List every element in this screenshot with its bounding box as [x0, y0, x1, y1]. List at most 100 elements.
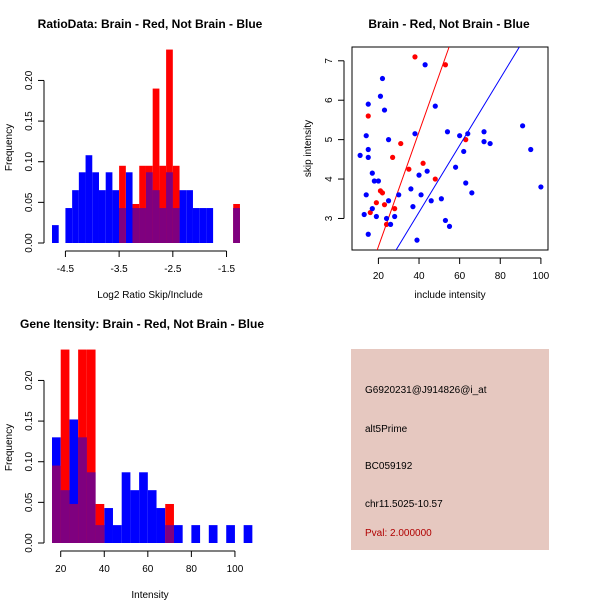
not-brain-bar [69, 419, 79, 543]
not-brain-bar [130, 490, 140, 543]
brain-point [373, 200, 379, 206]
not-brain-bar [147, 490, 157, 543]
brain-point [398, 140, 404, 147]
not-brain-point [381, 107, 388, 113]
not-brain-point [357, 152, 363, 158]
not-brain-bar [173, 525, 183, 543]
not-brain-point [412, 131, 418, 137]
not-brain-point [361, 211, 367, 218]
x-tick-label: -2.5 [164, 264, 182, 275]
x-tick-label: 100 [227, 564, 244, 575]
y-tick-label: 0.10 [24, 452, 35, 472]
not-brain-point [383, 215, 390, 222]
not-brain-bar [191, 525, 201, 543]
y-axis-label: skip intensity [303, 120, 314, 177]
y-axis-label: Frequency [4, 124, 15, 171]
not-brain-point [408, 186, 414, 192]
not-brain-bar [186, 190, 193, 243]
not-brain-point [365, 154, 371, 160]
not-brain-bar [125, 172, 133, 243]
probe-id-text: G6920231@J914826@i_at [365, 385, 487, 396]
brain-point [379, 190, 386, 196]
y-tick-label: 7 [324, 58, 335, 64]
x-tick-label: 80 [186, 564, 198, 575]
brain-point [432, 176, 438, 182]
y-tick-label: 0.00 [24, 533, 35, 553]
overlap-bar [52, 465, 61, 543]
y-tick-label: 0.10 [24, 152, 35, 172]
not-brain-point [392, 213, 398, 220]
brain-bar [166, 49, 173, 243]
overlap-bar [145, 172, 153, 243]
probe-info-panel: G6920231@J914826@i_at alt5Prime BC059192… [351, 349, 549, 550]
not-brain-bar [112, 525, 122, 543]
not-brain-fit-line [395, 46, 520, 251]
accession-text: BC059192 [365, 461, 413, 472]
x-tick-label: 80 [495, 271, 507, 282]
y-tick-label: 0.20 [24, 70, 35, 90]
brain-point [367, 209, 373, 216]
y-tick-label: 3 [324, 215, 335, 221]
gene-intensity-histogram: Gene Itensity: Brain - Red, Not Brain - … [4, 317, 264, 600]
not-brain-point [373, 213, 379, 220]
overlap-bar [233, 208, 240, 243]
overlap-bar [139, 208, 146, 243]
not-brain-point [414, 237, 420, 243]
overlap-bar [119, 208, 126, 243]
pval-text: Pval: 2.000000 [365, 528, 432, 539]
not-brain-bar [92, 172, 99, 243]
not-brain-point [457, 133, 463, 139]
x-tick-label: -4.5 [57, 264, 75, 275]
not-brain-point [363, 192, 369, 198]
brain-bar [159, 165, 167, 243]
not-brain-bar [112, 190, 120, 243]
brain-bar [152, 88, 160, 244]
not-brain-point [365, 101, 371, 107]
plot-title: Brain - Red, Not Brain - Blue [368, 17, 530, 31]
brain-bar [165, 503, 174, 543]
x-tick-label: -3.5 [111, 264, 129, 275]
x-axis-label: include intensity [414, 290, 485, 301]
overlap-bar [166, 172, 173, 243]
not-brain-point [463, 180, 469, 186]
overlap-bar [132, 208, 140, 243]
location-text: chr11.5025-10.57 [365, 499, 443, 510]
y-tick-label: 0.20 [24, 370, 35, 390]
overlap-bar [60, 490, 70, 543]
overlap-bar [95, 525, 105, 543]
y-tick-label: 6 [324, 97, 335, 103]
not-brain-bar [243, 525, 253, 543]
not-brain-bar [72, 190, 79, 243]
not-brain-point [396, 192, 402, 198]
x-tick-label: 20 [373, 271, 385, 282]
brain-fit-line [376, 46, 450, 251]
not-brain-point [371, 178, 377, 184]
overlap-bar [86, 472, 96, 543]
brain-point [383, 221, 390, 227]
not-brain-point [528, 146, 534, 153]
not-brain-bar [105, 172, 113, 243]
y-tick-label: 0.05 [24, 192, 35, 212]
not-brain-point [410, 204, 416, 210]
overlap-bar [78, 437, 87, 543]
y-tick-label: 0.00 [24, 233, 35, 253]
y-tick-label: 0.05 [24, 492, 35, 512]
y-tick-label: 5 [324, 136, 335, 142]
not-brain-bar [206, 208, 214, 243]
overlap-bar [159, 208, 167, 243]
not-brain-point [418, 192, 424, 198]
overlap-bar [69, 503, 79, 543]
not-brain-point [387, 221, 394, 227]
x-axis-label: Log2 Ratio Skip/Include [97, 290, 203, 301]
y-tick-label: 4 [324, 176, 335, 182]
plot-frame [351, 46, 549, 251]
brain-point [442, 62, 449, 68]
not-brain-bar [121, 472, 131, 543]
x-tick-label: 100 [533, 271, 550, 282]
not-brain-point [469, 190, 475, 196]
not-brain-point [481, 139, 487, 145]
not-brain-point [422, 62, 428, 68]
not-brain-bar [199, 208, 207, 243]
